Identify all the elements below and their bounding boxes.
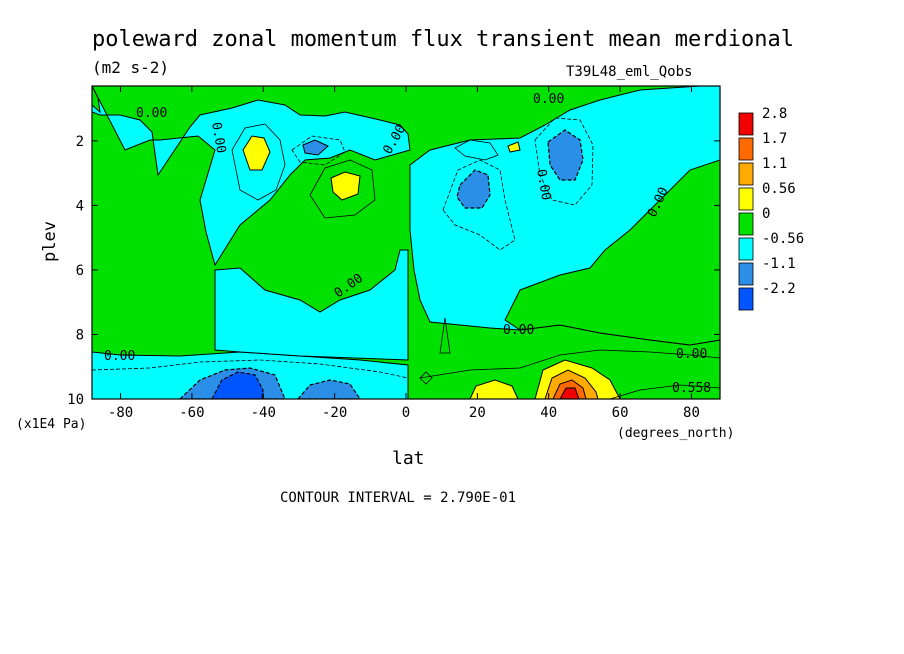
- contour-label: 0.00: [533, 168, 553, 201]
- colorbar-label: 1.7: [762, 131, 787, 147]
- plot-area: 0.00 0.00 0.00 0.00 0.00 0.00 0.00 0.00 …: [92, 86, 720, 399]
- positive-region: [504, 159, 720, 346]
- colorbar-swatch: [738, 137, 754, 161]
- colorbar-swatch: [738, 262, 754, 286]
- y-tick-label: 2: [76, 134, 84, 150]
- dataset-label: T39L48_eml_Qobs: [566, 64, 692, 80]
- contour-labels: 0.00 0.00 0.00 0.00 0.00 0.00 0.00 0.00 …: [104, 92, 711, 396]
- x-tick-label: -80: [108, 405, 133, 421]
- positive-core: [469, 379, 519, 399]
- negative-core: [297, 379, 361, 399]
- negative-core: [456, 169, 491, 209]
- negative-core: [211, 371, 264, 399]
- positive-core: [559, 387, 580, 399]
- negative-region: [214, 249, 409, 361]
- y-tick-label: 6: [76, 263, 84, 279]
- x-tick-label: 80: [683, 405, 700, 421]
- x-tick-label: 0: [402, 405, 410, 421]
- negative-core: [302, 139, 329, 156]
- positive-region: [92, 86, 101, 114]
- x-tick-label: 20: [469, 405, 486, 421]
- contour-lines: [92, 117, 720, 399]
- y-axis-units: (x1E4 Pa): [16, 417, 86, 432]
- contour-label: 0.558: [672, 381, 711, 396]
- contour-label: 0.00: [136, 106, 167, 121]
- colorbar-label: 0: [762, 206, 770, 222]
- colorbar-label: -2.2: [762, 281, 796, 297]
- x-tick-label: -60: [179, 405, 204, 421]
- negative-core: [547, 129, 584, 181]
- contour-label: 0.00: [104, 349, 135, 364]
- x-axis-label: lat: [392, 448, 425, 469]
- x-axis: -80 -60 -40 -20 0 20 40 60 80: [108, 86, 700, 421]
- chart-title: poleward zonal momentum flux transient m…: [92, 27, 794, 52]
- colorbar-swatch: [738, 287, 754, 311]
- colorbar-legend: 2.8 1.7 1.1 0.56 0 -0.56 -1.1 -2.2: [738, 106, 804, 311]
- negative-region: [92, 86, 411, 267]
- x-tick-label: 40: [540, 405, 557, 421]
- colorbar-swatch: [738, 212, 754, 236]
- colorbar-label: -0.56: [762, 231, 804, 247]
- x-tick-label: -20: [322, 405, 347, 421]
- colorbar-label: 2.8: [762, 106, 787, 122]
- y-axis: 2 4 6 8 10: [67, 134, 720, 408]
- positive-core: [507, 141, 521, 153]
- colorbar-swatch: [738, 112, 754, 136]
- contour-interval-note: CONTOUR INTERVAL = 2.790E-01: [280, 490, 516, 506]
- contour-label: 0.00: [503, 323, 534, 338]
- chart-units: (m2 s-2): [92, 58, 169, 77]
- y-tick-label: 4: [76, 198, 84, 214]
- colorbar-label: 0.56: [762, 181, 796, 197]
- x-axis-units: (degrees_north): [617, 426, 734, 441]
- positive-core: [330, 171, 361, 201]
- x-tick-label: 60: [612, 405, 629, 421]
- y-axis-label: plev: [40, 221, 60, 262]
- y-tick-label: 8: [76, 327, 84, 343]
- contour-label: 0.00: [533, 92, 564, 107]
- contour-label: 0.00: [676, 347, 707, 362]
- x-tick-label: -40: [251, 405, 276, 421]
- positive-core: [242, 135, 271, 171]
- colorbar-label: -1.1: [762, 256, 796, 272]
- colorbar-swatch: [738, 237, 754, 261]
- colorbar-label: 1.1: [762, 156, 787, 172]
- colorbar-swatch: [738, 187, 754, 211]
- colorbar-swatch: [738, 162, 754, 186]
- contour-label: 0.00: [208, 121, 228, 154]
- y-tick-label: 10: [67, 392, 84, 408]
